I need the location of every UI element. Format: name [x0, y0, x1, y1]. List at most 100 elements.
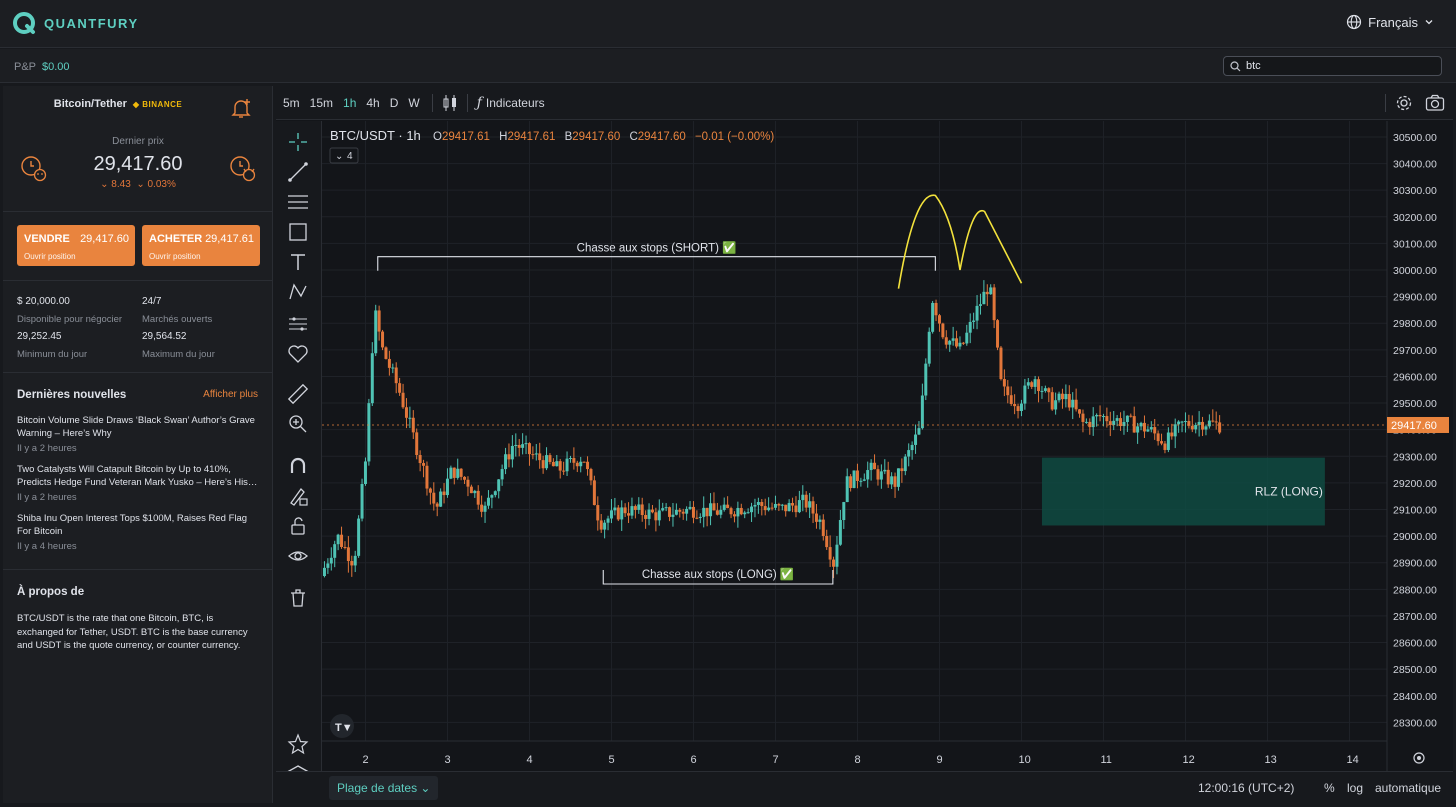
- candle-body: [893, 476, 897, 487]
- timezone-clock[interactable]: 12:00:16 (UTC+2): [1198, 781, 1295, 795]
- news-item[interactable]: Shiba Inu Open Interest Tops $100M, Rais…: [17, 513, 248, 537]
- x-tick-label: 8: [854, 754, 860, 766]
- text-tool-icon[interactable]: [287, 251, 309, 273]
- legend-symbol: BTC/USDT · 1h: [330, 128, 421, 143]
- price-chart[interactable]: RLZ (LONG) Chasse aux stops (SHORT) ✅Cha…: [322, 121, 1453, 771]
- indicator-collapse-button[interactable]: [329, 147, 359, 164]
- news-item[interactable]: Bitcoin Volume Slide Draws ‘Black Swan’ …: [17, 415, 255, 439]
- trend-line-icon[interactable]: [287, 161, 309, 183]
- long-stop-hunt-line[interactable]: [602, 570, 834, 585]
- search-input[interactable]: [1246, 60, 1426, 72]
- divider: [1385, 93, 1386, 112]
- short-stop-hunt-line[interactable]: [377, 256, 936, 271]
- candle-body: [654, 512, 658, 521]
- y-tick-label: 29700.00: [1393, 345, 1437, 357]
- rectangle-icon[interactable]: [287, 221, 309, 243]
- sell-button[interactable]: VENDRE 29,417.60 Ouvrir position: [17, 225, 135, 266]
- news-time: Il y a 4 heures: [17, 541, 77, 552]
- candle-body: [1211, 420, 1215, 422]
- unlock-icon[interactable]: [287, 515, 309, 537]
- candle-body: [640, 504, 644, 516]
- crosshair-icon[interactable]: [287, 131, 309, 153]
- eye-icon[interactable]: [287, 545, 309, 567]
- ruler-icon[interactable]: [287, 383, 309, 405]
- heart-icon[interactable]: [287, 343, 309, 365]
- candle-body: [1146, 429, 1150, 432]
- stat-market-hours: 24/7 Marchés ouverts: [142, 296, 212, 325]
- candle-body: [999, 347, 1003, 380]
- candle-body: [480, 504, 484, 512]
- candle-body: [524, 443, 528, 445]
- time-axis[interactable]: 2 3 4 5 6 7 8 9 10 11 12 13 14: [322, 740, 1387, 766]
- candle-body: [773, 503, 777, 508]
- candle-body: [883, 469, 887, 472]
- indicators-button[interactable]: ƒ Indicateurs: [477, 95, 545, 111]
- add-alert-bell-icon[interactable]: [229, 96, 253, 120]
- timeframe-w[interactable]: W: [408, 95, 420, 110]
- rlz-label: RLZ (LONG): [1255, 485, 1323, 499]
- divider: [466, 93, 468, 112]
- candle-body: [804, 494, 808, 508]
- bull-timer-icon[interactable]: [228, 154, 258, 184]
- percent-toggle[interactable]: %: [1324, 781, 1335, 795]
- news-item[interactable]: Two Catalysts Will Catapult Bitcoin by U…: [17, 464, 258, 488]
- candle-body: [1057, 393, 1061, 401]
- candle-body: [1026, 382, 1030, 386]
- gear-icon[interactable]: [1395, 94, 1413, 112]
- candle-body: [326, 563, 330, 568]
- function-fx-icon: ƒ: [476, 94, 482, 111]
- auto-scale-toggle[interactable]: automatique: [1375, 781, 1442, 795]
- axis-gear-icon[interactable]: [1413, 752, 1425, 764]
- candle-body: [937, 315, 941, 324]
- chart-settings-gear[interactable]: [1413, 752, 1425, 764]
- candle-body: [357, 518, 361, 556]
- candle-body: [1173, 424, 1177, 437]
- y-tick-label: 29300.00: [1393, 451, 1437, 463]
- language-selector[interactable]: Français: [1346, 14, 1434, 30]
- camera-icon[interactable]: [1425, 94, 1445, 112]
- timeframe-15m[interactable]: 15m: [309, 95, 334, 110]
- stat-value: 24/7: [142, 296, 162, 307]
- news-more-link[interactable]: Afficher plus: [203, 389, 258, 400]
- candle-body: [1081, 413, 1085, 422]
- timeframe-d[interactable]: D: [389, 95, 399, 110]
- timeframe-5m[interactable]: 5m: [283, 95, 300, 110]
- x-tick-label: 4: [526, 754, 532, 766]
- log-toggle[interactable]: log: [1347, 781, 1364, 795]
- news-title: Dernières nouvelles: [17, 389, 127, 401]
- search-box[interactable]: [1223, 56, 1442, 76]
- star-icon[interactable]: [287, 733, 309, 755]
- sell-sub: Ouvrir position: [24, 252, 76, 261]
- candle-body: [849, 476, 853, 488]
- price-axis[interactable]: 30500.00 30400.00 30300.00 30200.00 30100.00…: [1386, 121, 1453, 771]
- magnet-icon[interactable]: [287, 455, 309, 477]
- horizontal-lines-icon[interactable]: [287, 191, 309, 213]
- x-tick-label: 13: [1264, 754, 1276, 766]
- brand-logo[interactable]: QUANTFURY: [12, 11, 139, 35]
- exchange-name: BINANCE: [142, 100, 183, 109]
- zoom-icon[interactable]: [287, 413, 309, 435]
- tradingview-logo[interactable]: T▼: [330, 714, 354, 738]
- candle-body: [914, 434, 918, 445]
- quantfury-logo-icon: [13, 12, 35, 34]
- pattern-tool-icon[interactable]: [287, 281, 309, 303]
- candlestick-type-icon[interactable]: [442, 94, 458, 112]
- candle-body: [374, 310, 378, 354]
- short-stop-hunt-label: Chasse aux stops (SHORT) ✅: [577, 241, 737, 255]
- instrument-panel: Bitcoin/Tether ◆ BINANCE Dernier prix 29,…: [3, 86, 273, 803]
- timeframe-1h[interactable]: 1h: [343, 95, 357, 110]
- buy-button[interactable]: ACHETER 29,417.61 Ouvrir position: [142, 225, 260, 266]
- candle-body: [548, 455, 552, 462]
- lock-drawing-icon[interactable]: [287, 485, 309, 507]
- candle-body: [811, 501, 815, 514]
- rlz-zone[interactable]: [1041, 457, 1325, 526]
- bear-timer-icon[interactable]: [19, 154, 49, 184]
- prediction-tool-icon[interactable]: [287, 313, 309, 335]
- candle-body: [650, 509, 654, 513]
- candle-body: [603, 522, 607, 530]
- candle-body: [859, 480, 863, 482]
- candle-body: [668, 507, 672, 517]
- trash-icon[interactable]: [287, 587, 309, 609]
- timeframe-4h[interactable]: 4h: [366, 95, 380, 110]
- date-range-button[interactable]: Plage de dates ⌄: [329, 776, 439, 800]
